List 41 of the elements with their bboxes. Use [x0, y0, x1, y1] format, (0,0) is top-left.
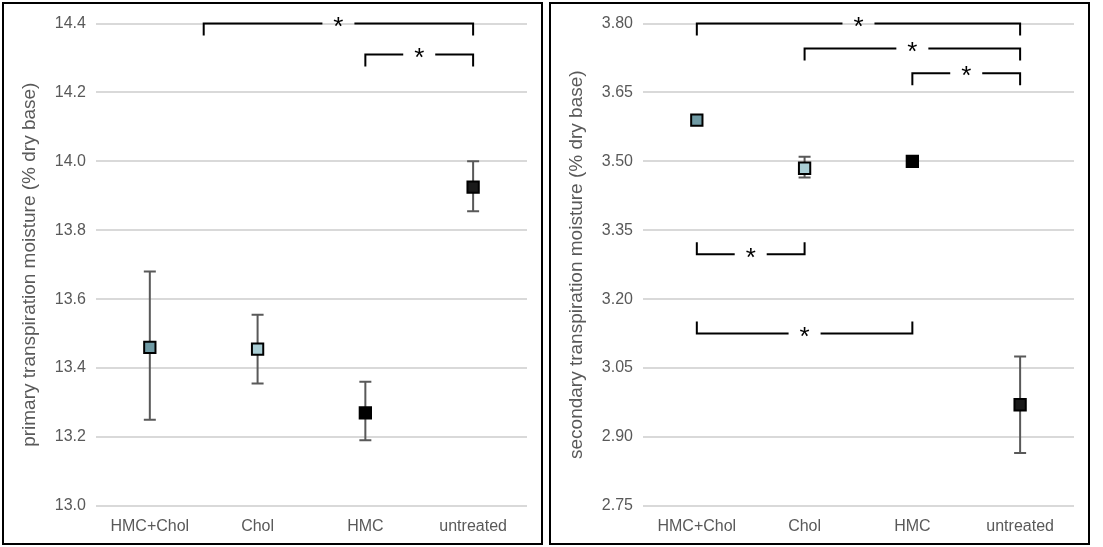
point [905, 154, 920, 169]
x-tick-label: Chol [788, 516, 822, 534]
x-tick-label: HMC [347, 516, 384, 534]
annotation: * [907, 35, 918, 66]
annotation: * [414, 41, 425, 72]
annotation: * [961, 60, 972, 91]
y-tick-label: 14.4 [54, 14, 87, 32]
x-tick-label: HMC+Chol [657, 516, 737, 534]
annotation: * [333, 10, 344, 41]
y-tick-label: 14.2 [54, 82, 87, 100]
y-tick-label: 13.8 [54, 220, 87, 238]
y-tick-label: 13.4 [54, 358, 87, 376]
y-tick-label: 13.0 [54, 496, 87, 514]
x-tick-label: Chol [241, 516, 275, 534]
point [1013, 398, 1027, 412]
y-tick-label: 3.05 [601, 358, 634, 376]
x-tick-label: untreated [439, 516, 507, 534]
y-tick-label: 3.65 [601, 82, 634, 100]
x-tick-label: HMC+Chol [110, 516, 190, 534]
x-tick-label: untreated [986, 516, 1054, 534]
point [358, 406, 373, 420]
y-tick-label: 2.75 [601, 496, 634, 514]
point [797, 161, 812, 175]
x-tick-label: HMC [894, 516, 931, 534]
point [466, 180, 480, 194]
y-tick-label: 13.2 [54, 427, 87, 445]
y-axis-title: secondary transpiration moisture (% dry base) [564, 70, 586, 459]
y-tick-label: 3.35 [601, 220, 634, 238]
annotation: * [799, 320, 810, 351]
point [690, 113, 704, 127]
y-axis-title: primary transpiration moisture (% dry base) [17, 82, 39, 447]
y-tick-label: 13.6 [54, 289, 87, 307]
y-tick-label: 3.50 [601, 151, 634, 169]
y-tick-label: 14.0 [54, 151, 87, 169]
y-tick-label: 2.90 [601, 427, 634, 445]
y-tick-label: 3.20 [601, 289, 634, 307]
point [143, 340, 157, 355]
annotation: * [745, 241, 756, 272]
annotation: * [853, 10, 864, 41]
point [250, 342, 265, 356]
y-tick-label: 3.80 [601, 14, 634, 32]
